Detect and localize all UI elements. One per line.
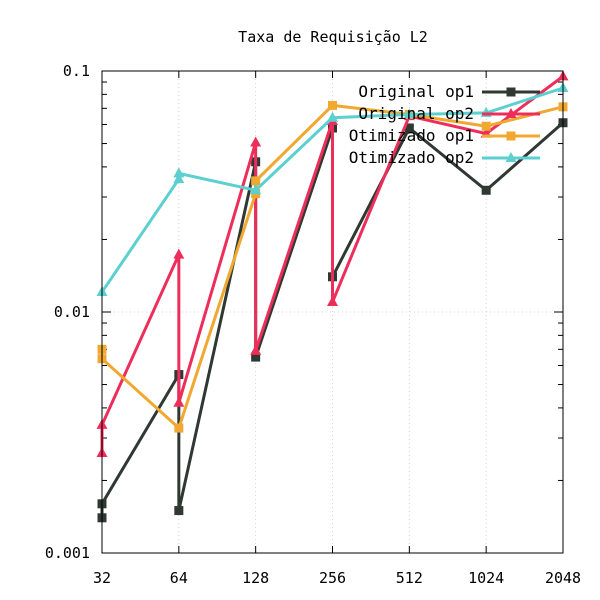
- data-point: [404, 123, 414, 133]
- y-tick-label: 0.001: [45, 544, 90, 562]
- y-tick-label: 0.01: [54, 303, 90, 321]
- plot-frame: [101, 70, 564, 554]
- legend-entry-original-op1: Original op1: [358, 82, 540, 101]
- data-point: [505, 152, 517, 162]
- data-point: [174, 423, 184, 433]
- data-point: [250, 184, 262, 195]
- data-point: [328, 100, 337, 110]
- data-point: [403, 108, 415, 119]
- legend: Original op1 Original op2 Otimizado op1 Oti…: [349, 82, 540, 167]
- x-tick-label: 2048: [545, 569, 581, 587]
- series-line: [100, 75, 564, 453]
- legend-entry-otimizado-op1: Otimizado op1: [349, 126, 540, 145]
- data-point: [251, 352, 261, 362]
- x-tick-label: 32: [93, 569, 111, 587]
- series-original-op2: [96, 70, 569, 457]
- data-point: [327, 296, 338, 307]
- data-point: [173, 248, 185, 259]
- x-tick-label: 1024: [468, 569, 504, 587]
- x-tick-label: 128: [242, 569, 269, 587]
- data-point: [506, 131, 516, 141]
- series-layer: [96, 70, 569, 523]
- legend-label: Original op1: [358, 82, 474, 101]
- legend-entry-otimizado-op2: Otimizado op2: [349, 148, 540, 167]
- data-point: [481, 121, 491, 131]
- x-tick-label: 64: [170, 569, 188, 587]
- data-point: [506, 87, 516, 97]
- data-point: [505, 108, 517, 118]
- legend-label: Otimizado op1: [349, 126, 474, 145]
- tick-layer: 32 64 128 256 512 1024 2048 0.001 0.01 0.1: [45, 62, 581, 587]
- data-point: [173, 173, 185, 184]
- x-tick-label: 256: [319, 569, 346, 587]
- legend-label: Otimizado op2: [349, 148, 474, 167]
- chart-title: Taxa de Requisição L2: [238, 28, 428, 46]
- data-point: [250, 136, 262, 147]
- data-point: [250, 344, 262, 355]
- data-point: [327, 111, 338, 122]
- y-tick-label: 0.1: [63, 62, 90, 80]
- legend-entry-original-op2: Original op2: [358, 104, 540, 123]
- data-point: [173, 396, 185, 407]
- legend-label: Original op2: [358, 104, 474, 123]
- data-point: [251, 176, 261, 186]
- data-point: [481, 185, 491, 195]
- data-point: [174, 506, 184, 516]
- data-point: [173, 167, 185, 178]
- x-tick-label: 512: [396, 569, 423, 587]
